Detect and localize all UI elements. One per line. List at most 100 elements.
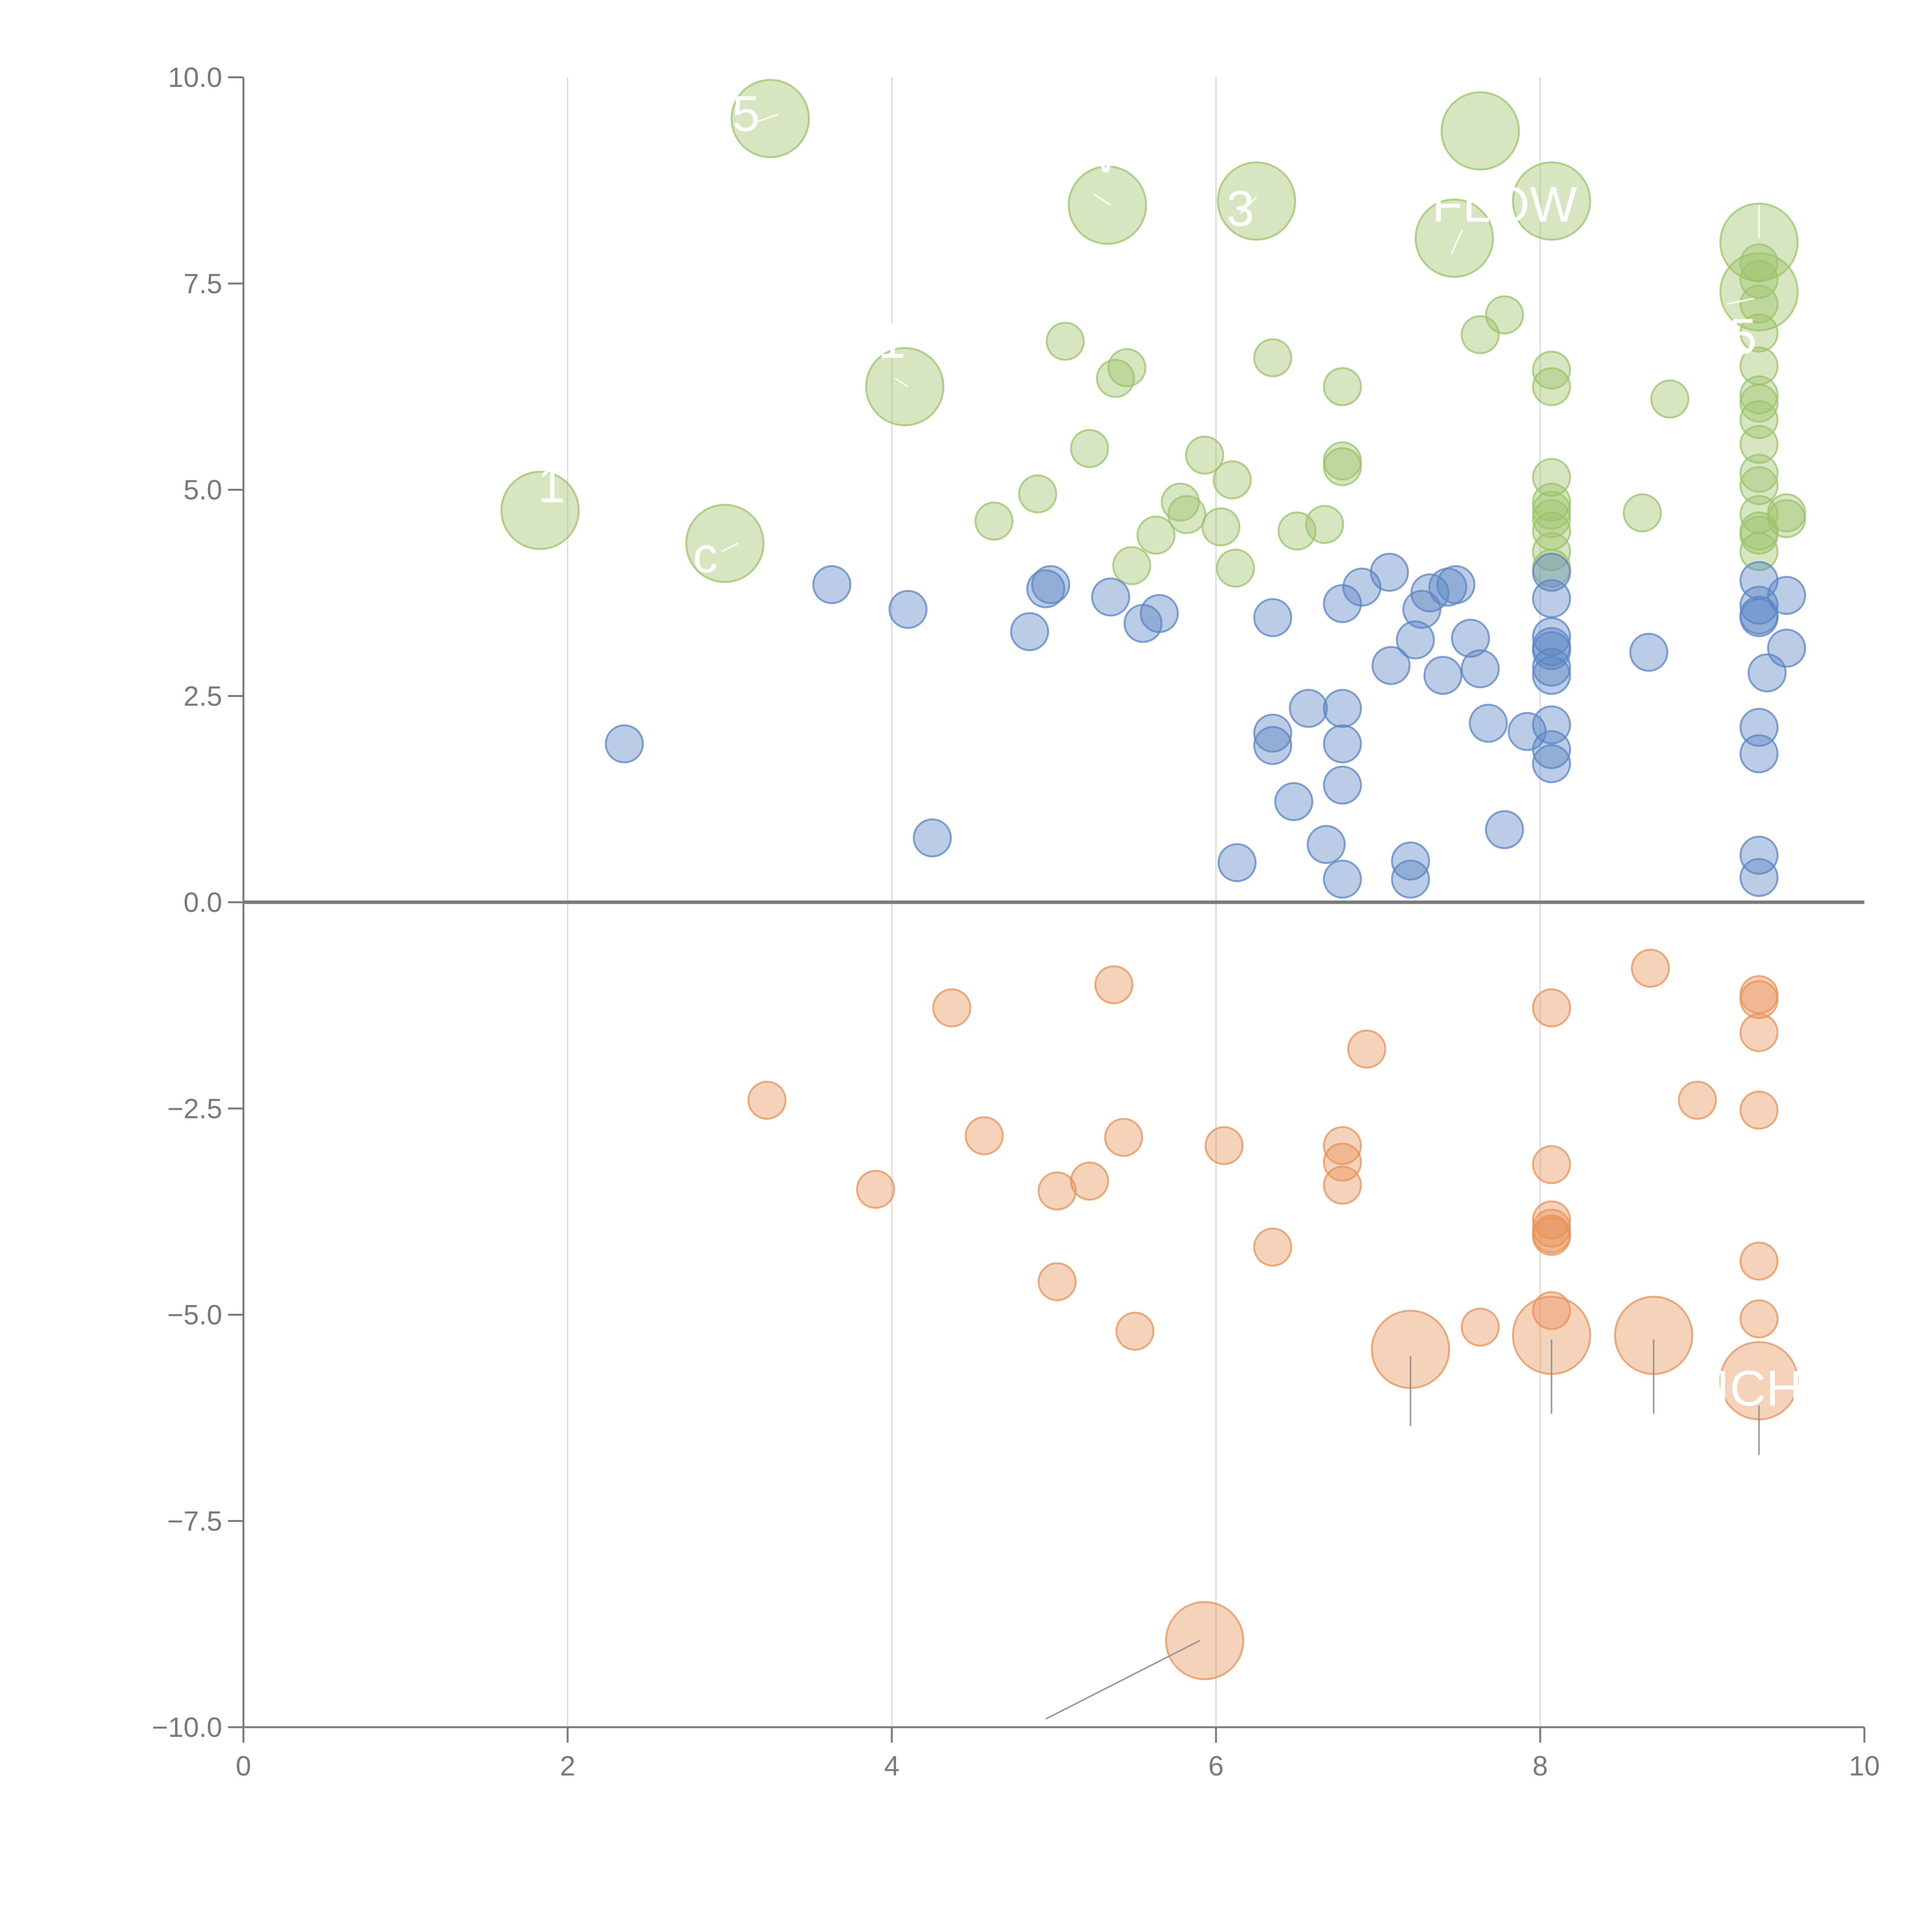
blue-bubble [1218,843,1257,883]
blue-bubble [1306,825,1346,864]
green-bubble [1739,313,1779,353]
x-tick-label: 10 [1849,1751,1880,1782]
x-tick-label: 6 [1208,1751,1224,1782]
blue-bubble [1532,656,1571,695]
orange-bubble [1115,1311,1155,1351]
green-bubble [1046,321,1085,361]
blue-bubble [1461,649,1500,689]
orange-bubble [1461,1308,1500,1347]
y-tick-label: 0.0 [184,887,222,918]
blue-bubble [1031,565,1070,604]
orange-bubble [1323,1143,1362,1182]
bubble-label: 1 [537,457,565,513]
green-bubble [1532,499,1571,538]
blue-bubble [888,590,928,629]
blue-bubble [913,818,952,857]
blue-bubble [812,565,852,604]
blue-bubble [1629,633,1668,672]
green-bubble [1719,252,1799,332]
orange-bubble [1104,1117,1143,1157]
green-bubble [1323,447,1362,486]
bubble-label: ICH [1716,1360,1802,1416]
blue-bubble [1323,724,1362,764]
green-bubble [1739,243,1779,282]
green-bubble [1018,474,1058,514]
blue-bubble [1739,734,1779,774]
blue-bubble [1391,859,1430,899]
y-tick-label: 7.5 [184,269,222,299]
green-bubble [1070,429,1109,468]
green-bubble [1739,383,1779,423]
blue-bubble [1323,765,1362,805]
blue-bubble [1532,648,1571,687]
orange-bubble [1532,988,1571,1027]
green-bubble [1161,483,1200,522]
green-bubble [1305,505,1344,544]
orange-bubble [1037,1171,1077,1211]
y-tick-label: 5.0 [184,475,222,506]
green-bubble [865,347,945,427]
blue-bubble [1289,689,1328,728]
leader-line [1094,194,1111,206]
green-bubble [1461,315,1500,354]
green-bubble [1096,359,1135,398]
orange-bubble [1094,965,1134,1004]
leader-line [753,114,779,124]
green-bubble [1440,91,1520,171]
y-tick-label: −7.5 [167,1506,222,1537]
orange-bubble [1204,1126,1244,1165]
bubble-labels: 5 v 3 FLOW 5 1 1 c ICH [537,85,1802,1417]
x-tick-label: 4 [884,1751,900,1782]
green-bubble [1201,507,1241,547]
blue-bubble [1010,612,1049,651]
green-bubble [1167,495,1206,534]
blue-bubble [1532,579,1571,618]
green-bubble [1767,499,1806,538]
y-tick-label: −10.0 [152,1712,222,1743]
blue-bubble [1323,689,1362,728]
green-bubble [685,503,765,583]
orange-bubble [964,1116,1004,1155]
green-bubble [500,471,580,550]
green-bubble [974,502,1014,541]
blue-bubble [1739,835,1779,875]
bubble-label: 5 [732,85,760,142]
orange-bubble [1037,1262,1077,1301]
leader-line [1240,196,1257,214]
leader-line [1450,230,1463,255]
blue-bubble [1253,713,1293,753]
blue-bubble [1485,810,1524,849]
blue-bubble [1370,553,1409,592]
leader-line [895,378,909,388]
blue-bubble [1747,653,1787,692]
blue-bubble [1451,619,1490,658]
orange-bubble [1165,1601,1245,1680]
bubble-label: 3 [1226,180,1254,236]
orange-bubble [1739,980,1779,1019]
orange-bubble [1532,1145,1571,1184]
orange-bubble [1739,1299,1779,1338]
orange-bubble [1739,1090,1779,1130]
orange-bubble [1532,1291,1571,1330]
blue-bubble [1253,598,1293,637]
blue-bubble [1739,858,1779,897]
green-bubble [730,79,810,158]
orange-bubble [747,1080,787,1120]
blue-bubble [605,724,644,764]
blue-bubble [1532,730,1571,769]
y-tick-label: 2.5 [184,681,222,712]
leader-lines [721,114,1760,1720]
bubble-label: 5 [1729,308,1757,364]
green-bubble [1532,367,1571,406]
blue-bubble [1423,656,1463,695]
green-bubble [1532,483,1571,522]
x-tick-label: 8 [1532,1751,1548,1782]
blue-bubble [1371,646,1411,685]
green-bubble [1739,532,1779,571]
green-bubble [1622,493,1662,532]
bubble-label: v [1093,127,1118,183]
orange-bubble [856,1170,895,1209]
blue-bubble [1436,565,1476,604]
green-bubble [1323,367,1362,406]
